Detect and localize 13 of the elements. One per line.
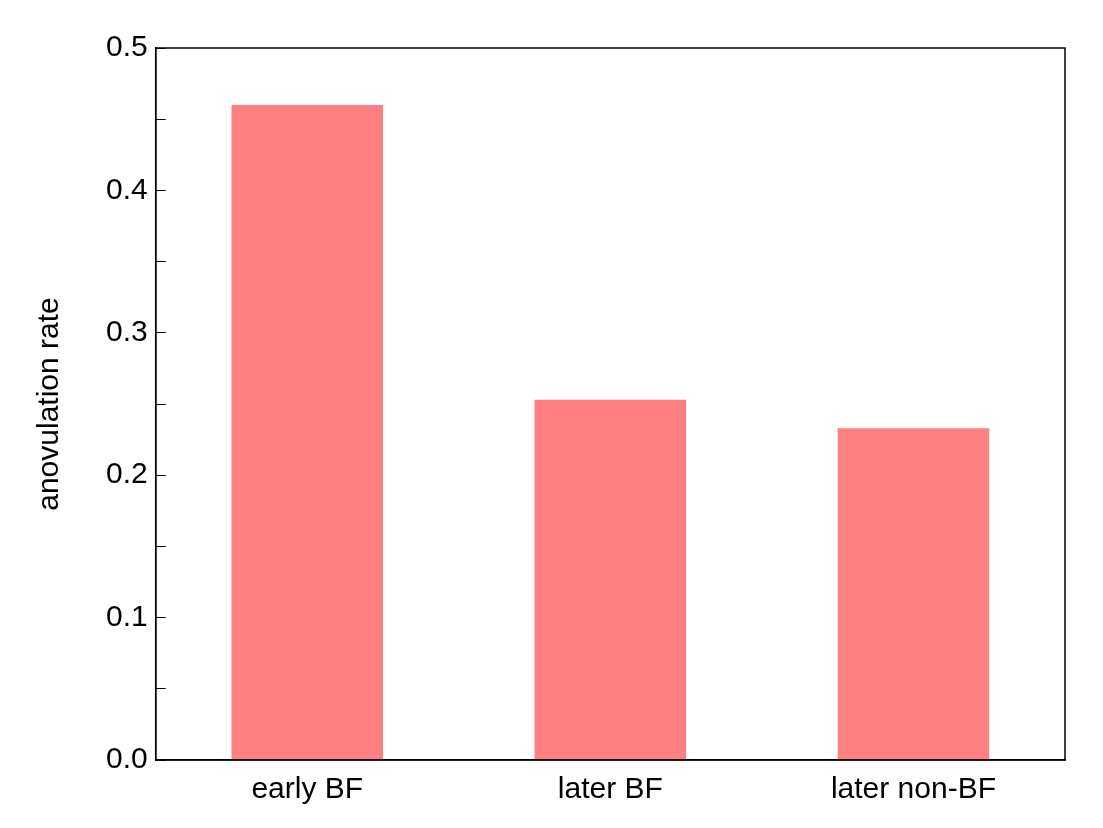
bar — [837, 428, 990, 760]
bar — [231, 104, 384, 760]
y-tick-label: 0.1 — [105, 598, 148, 632]
x-tick-label: later BF — [557, 771, 663, 805]
y-tick-label: 0.4 — [105, 171, 148, 205]
y-tick-label: 0.0 — [105, 741, 148, 775]
y-tick-label: 0.2 — [105, 456, 148, 490]
bar — [534, 399, 687, 760]
y-tick-label: 0.3 — [105, 314, 148, 348]
x-tick-label: later non-BF — [830, 771, 996, 805]
y-tick-label: 0.5 — [105, 29, 148, 63]
x-tick-label: early BF — [251, 771, 364, 805]
y-axis-title: anovulation rate — [31, 297, 65, 511]
